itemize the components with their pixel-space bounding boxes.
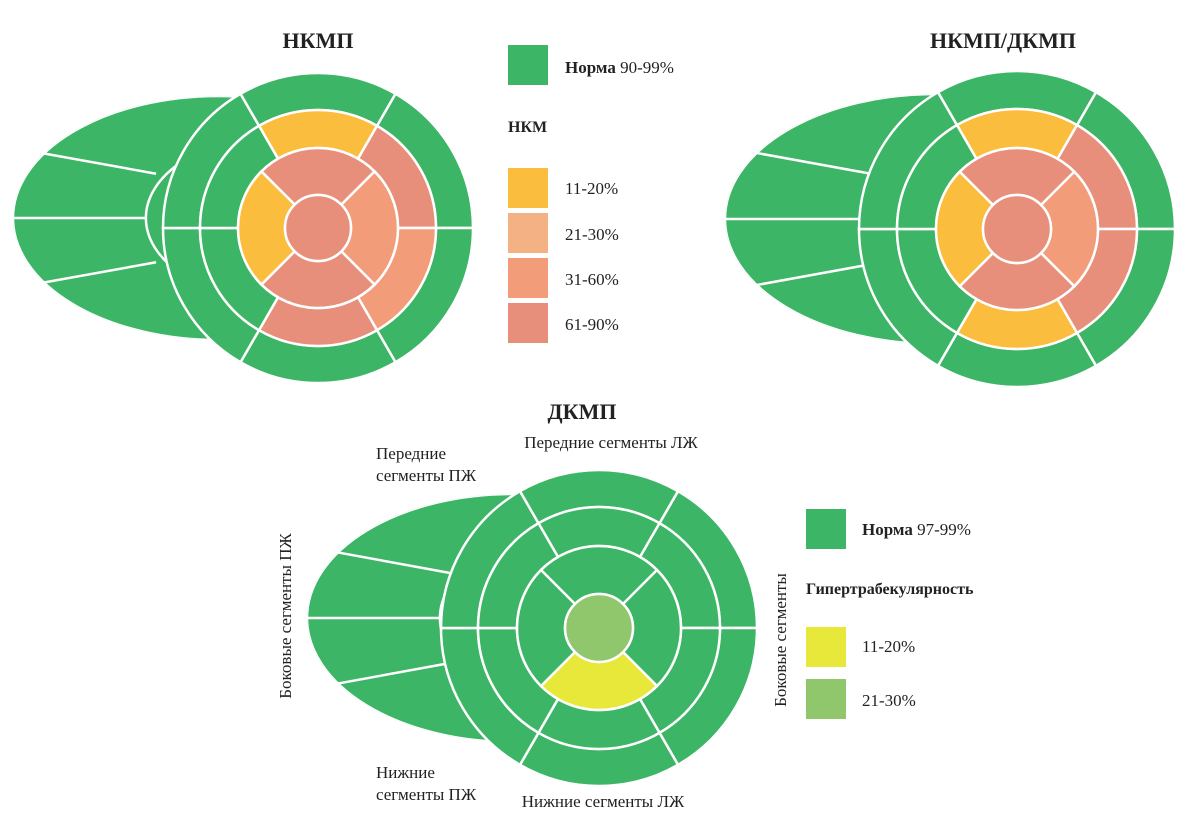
legend-label-31-60: 31-60% (565, 270, 619, 289)
legend-swatch-21-30 (508, 213, 548, 253)
anno-lateral-lv: Боковые сегменты (771, 573, 790, 707)
legend-label-21-30: 21-30% (565, 225, 619, 244)
bullseye-dkmp (307, 468, 759, 788)
anno-inferior-rv-line1: Нижние (376, 763, 435, 782)
anno-anterior-rv-line2: сегменты ПЖ (376, 466, 477, 485)
legend2-swatch-11-20 (806, 627, 846, 667)
anno-anterior-lv: Передние сегменты ЛЖ (524, 433, 698, 452)
title-nkmp-dkmp: НКМП/ДКМП (930, 28, 1076, 53)
legend-swatch-61-90 (508, 303, 548, 343)
legend2-swatch-21-30 (806, 679, 846, 719)
anno-inferior-rv-line2: сегменты ПЖ (376, 785, 477, 804)
legend-swatch-11-20 (508, 168, 548, 208)
legend-heading-nkm: НКМ (508, 119, 547, 136)
legend2-norm-label: Норма 97-99% (862, 520, 971, 539)
legend2-label-11-20: 11-20% (862, 637, 915, 656)
rv-divider (29, 149, 157, 175)
rv-divider (323, 661, 451, 688)
lv-plot-dkmp (439, 468, 759, 788)
title-nkmp: НКМП (283, 28, 354, 53)
rv-divider (29, 261, 157, 287)
legend-nkm: Норма 90-99% НКМ 11-20% 21-30% 31-60% 61… (508, 45, 674, 343)
rv-divider (741, 149, 871, 175)
lv-apex-segment (563, 592, 635, 664)
anno-anterior-rv-line1: Передние (376, 444, 446, 463)
legend2-label-21-30: 21-30% (862, 691, 916, 710)
legend2-swatch-norm (806, 509, 846, 549)
bullseye-nkmp (13, 71, 475, 385)
legend-swatch-31-60 (508, 258, 548, 298)
bullseye-nkmp-dkmp (725, 69, 1177, 389)
legend-hypertrabecularity: Норма 97-99% Гипертрабекулярность 11-20%… (806, 509, 974, 719)
anno-lateral-rv: Боковые сегменты ПЖ (276, 533, 295, 699)
anno-inferior-lv: Нижние сегменты ЛЖ (522, 792, 685, 811)
lv-apex-segment (283, 193, 353, 263)
legend-label-61-90: 61-90% (565, 315, 619, 334)
rv-divider (323, 548, 451, 575)
legend2-heading: Гипертрабекулярность (806, 581, 974, 598)
legend-label-11-20: 11-20% (565, 179, 618, 198)
lv-plot-nkmp (161, 71, 475, 385)
title-dkmp: ДКМП (548, 399, 617, 424)
lv-apex-segment (981, 193, 1053, 265)
lv-plot-nkmp-dkmp (857, 69, 1177, 389)
legend-norm-label: Норма 90-99% (565, 58, 674, 77)
rv-divider (741, 263, 871, 289)
legend-swatch-norm (508, 45, 548, 85)
